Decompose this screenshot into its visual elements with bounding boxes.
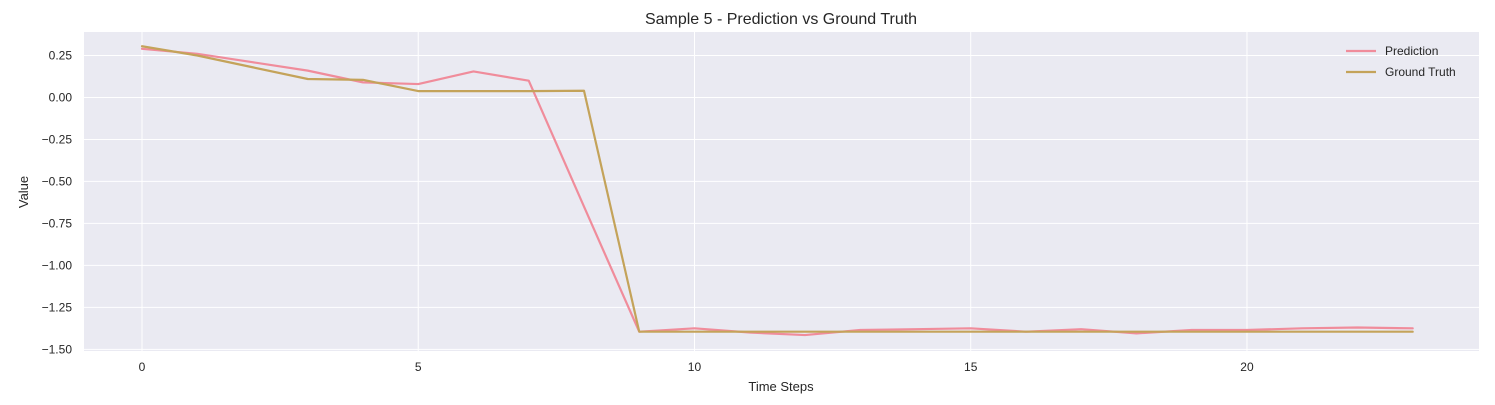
- y-tick-label: −0.75: [42, 216, 73, 230]
- y-tick-label: 0.25: [49, 49, 73, 63]
- x-tick-label: 5: [415, 360, 422, 374]
- series-lines: [140, 45, 1414, 337]
- y-tick-label: −1.50: [42, 342, 73, 356]
- y-tick-label: 0.00: [49, 90, 73, 104]
- x-tick-label: 0: [139, 360, 146, 374]
- y-axis-label: Value: [16, 176, 31, 208]
- legend-label-prediction: Prediction: [1385, 44, 1438, 58]
- x-axis-ticks: 0 5 10 15 20: [139, 360, 1254, 374]
- grid-lines: [84, 32, 1479, 351]
- chart-title: Sample 5 - Prediction vs Ground Truth: [645, 11, 917, 28]
- legend-label-ground-truth: Ground Truth: [1385, 65, 1456, 79]
- y-tick-label: −0.25: [42, 132, 73, 146]
- x-tick-label: 20: [1240, 360, 1254, 374]
- series-line-ground-truth: [140, 45, 1414, 333]
- y-tick-label: −1.25: [42, 300, 73, 314]
- plot-area: [84, 32, 1479, 351]
- x-axis-label: Time Steps: [748, 379, 814, 394]
- legend: Prediction Ground Truth: [1346, 44, 1456, 79]
- y-axis-ticks: 0.25 0.00 −0.25 −0.50 −0.75 −1.00 −1.25 −1.50: [42, 49, 73, 357]
- x-tick-label: 15: [964, 360, 978, 374]
- x-tick-label: 10: [688, 360, 702, 374]
- y-tick-label: −0.50: [42, 174, 73, 188]
- y-tick-label: −1.00: [42, 258, 73, 272]
